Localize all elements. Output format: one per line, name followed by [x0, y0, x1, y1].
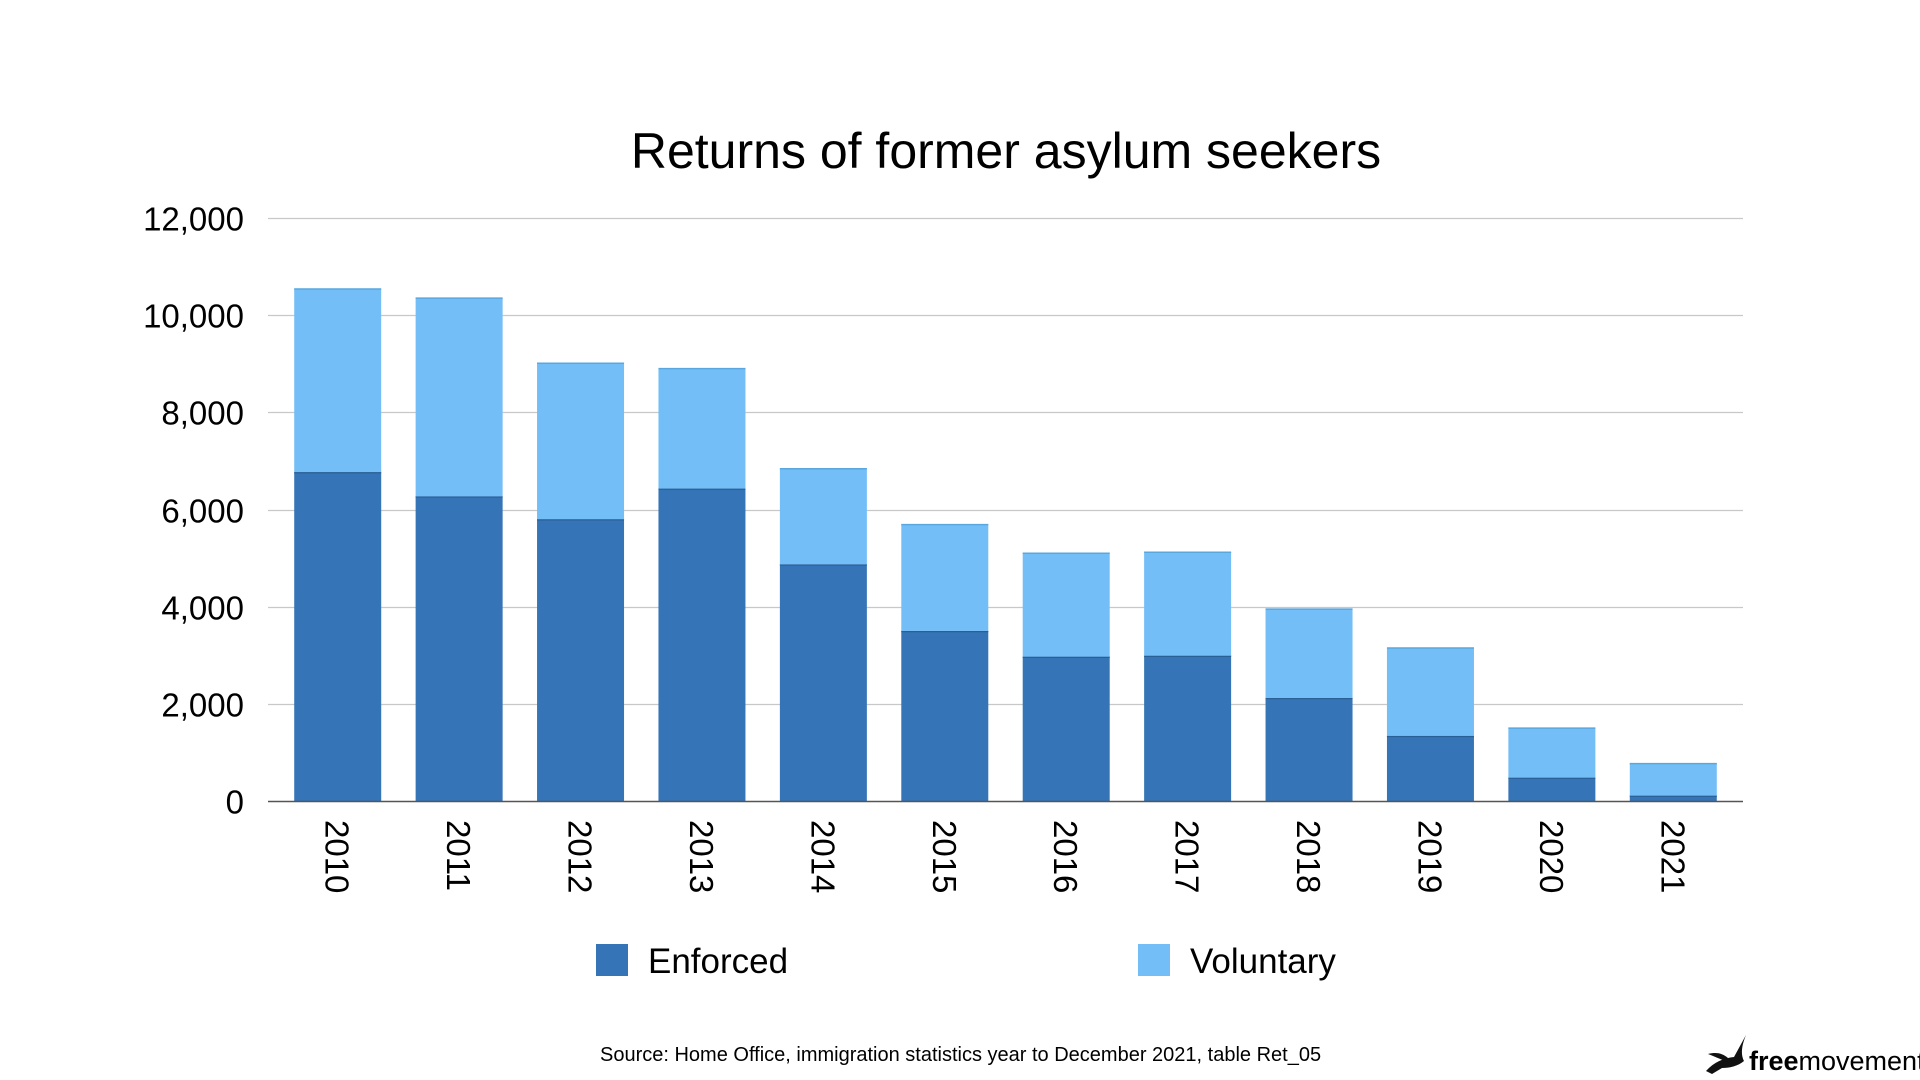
bar-voluntary-2010 [294, 288, 382, 473]
bar-enforced-2013 [658, 488, 746, 801]
bar-voluntary-2017 [1144, 551, 1232, 656]
bar-enforced-2015 [901, 630, 989, 801]
x-axis-ticks: 2010 2011 2012 2013 2014 2015 2016 2017 2018 2019… [319, 820, 1692, 893]
y-axis-ticks: 0 2,000 4,000 6,000 8,000 10,000 12,000 [143, 201, 244, 821]
legend-label-voluntary: Voluntary [1190, 942, 1336, 981]
bird-icon [1706, 1035, 1746, 1074]
bar-enforced-2012 [537, 519, 625, 801]
x-tick-label: 2011 [440, 820, 477, 891]
grid-lines [268, 217, 1743, 706]
y-tick-label: 4,000 [161, 590, 244, 627]
bar-voluntary-2013 [658, 368, 746, 489]
bar-enforced-2014 [779, 564, 867, 801]
bar-voluntary-2020 [1508, 727, 1596, 778]
y-tick-label: 8,000 [161, 395, 244, 432]
x-tick-label: 2018 [1290, 820, 1327, 893]
legend-swatch-voluntary [1138, 944, 1170, 976]
legend-label-enforced: Enforced [648, 942, 788, 981]
x-tick-label: 2013 [683, 820, 720, 893]
bar-voluntary-2018 [1265, 608, 1353, 699]
x-tick-label: 2016 [1047, 820, 1084, 893]
bar-voluntary-2011 [415, 297, 503, 497]
brand-text-movement: movement [1799, 1046, 1920, 1076]
brand-text-free: free [1749, 1046, 1799, 1076]
bar-enforced-2019 [1386, 735, 1474, 801]
svg-text:freemovement: freemovement [1749, 1046, 1920, 1076]
x-tick-label: 2017 [1169, 820, 1206, 893]
source-note: Source: Home Office, immigration statist… [600, 1044, 1321, 1066]
x-tick-label: 2012 [562, 820, 599, 893]
x-tick-label: 2021 [1654, 820, 1691, 893]
y-tick-label: 12,000 [143, 201, 244, 238]
bar-enforced-2020 [1508, 777, 1596, 801]
bar-voluntary-2014 [779, 468, 867, 565]
x-tick-label: 2020 [1533, 820, 1570, 893]
bar-voluntary-2015 [901, 524, 989, 631]
bars [294, 288, 1717, 801]
y-tick-label: 0 [226, 784, 244, 821]
x-tick-label: 2015 [926, 820, 963, 893]
legend-swatch-enforced [596, 944, 628, 976]
y-tick-label: 10,000 [143, 298, 244, 335]
bar-enforced-2016 [1022, 656, 1110, 801]
bar-enforced-2021 [1629, 795, 1717, 801]
y-tick-label: 6,000 [161, 493, 244, 530]
bar-enforced-2010 [294, 472, 382, 801]
bar-enforced-2018 [1265, 698, 1353, 801]
x-tick-label: 2019 [1411, 820, 1448, 893]
x-tick-label: 2010 [319, 820, 356, 893]
chart-title: Returns of former asylum seekers [631, 123, 1381, 179]
brand-logo: freemovement [1706, 1035, 1920, 1076]
bar-voluntary-2019 [1386, 647, 1474, 736]
bar-enforced-2017 [1144, 655, 1232, 801]
bar-voluntary-2021 [1629, 763, 1717, 796]
y-tick-label: 2,000 [161, 687, 244, 724]
legend: Enforced Voluntary [596, 942, 1336, 981]
bar-voluntary-2016 [1022, 552, 1110, 657]
bar-voluntary-2012 [537, 362, 625, 520]
x-tick-label: 2014 [804, 820, 841, 893]
bar-enforced-2011 [415, 496, 503, 801]
bird-wing [1708, 1053, 1728, 1062]
